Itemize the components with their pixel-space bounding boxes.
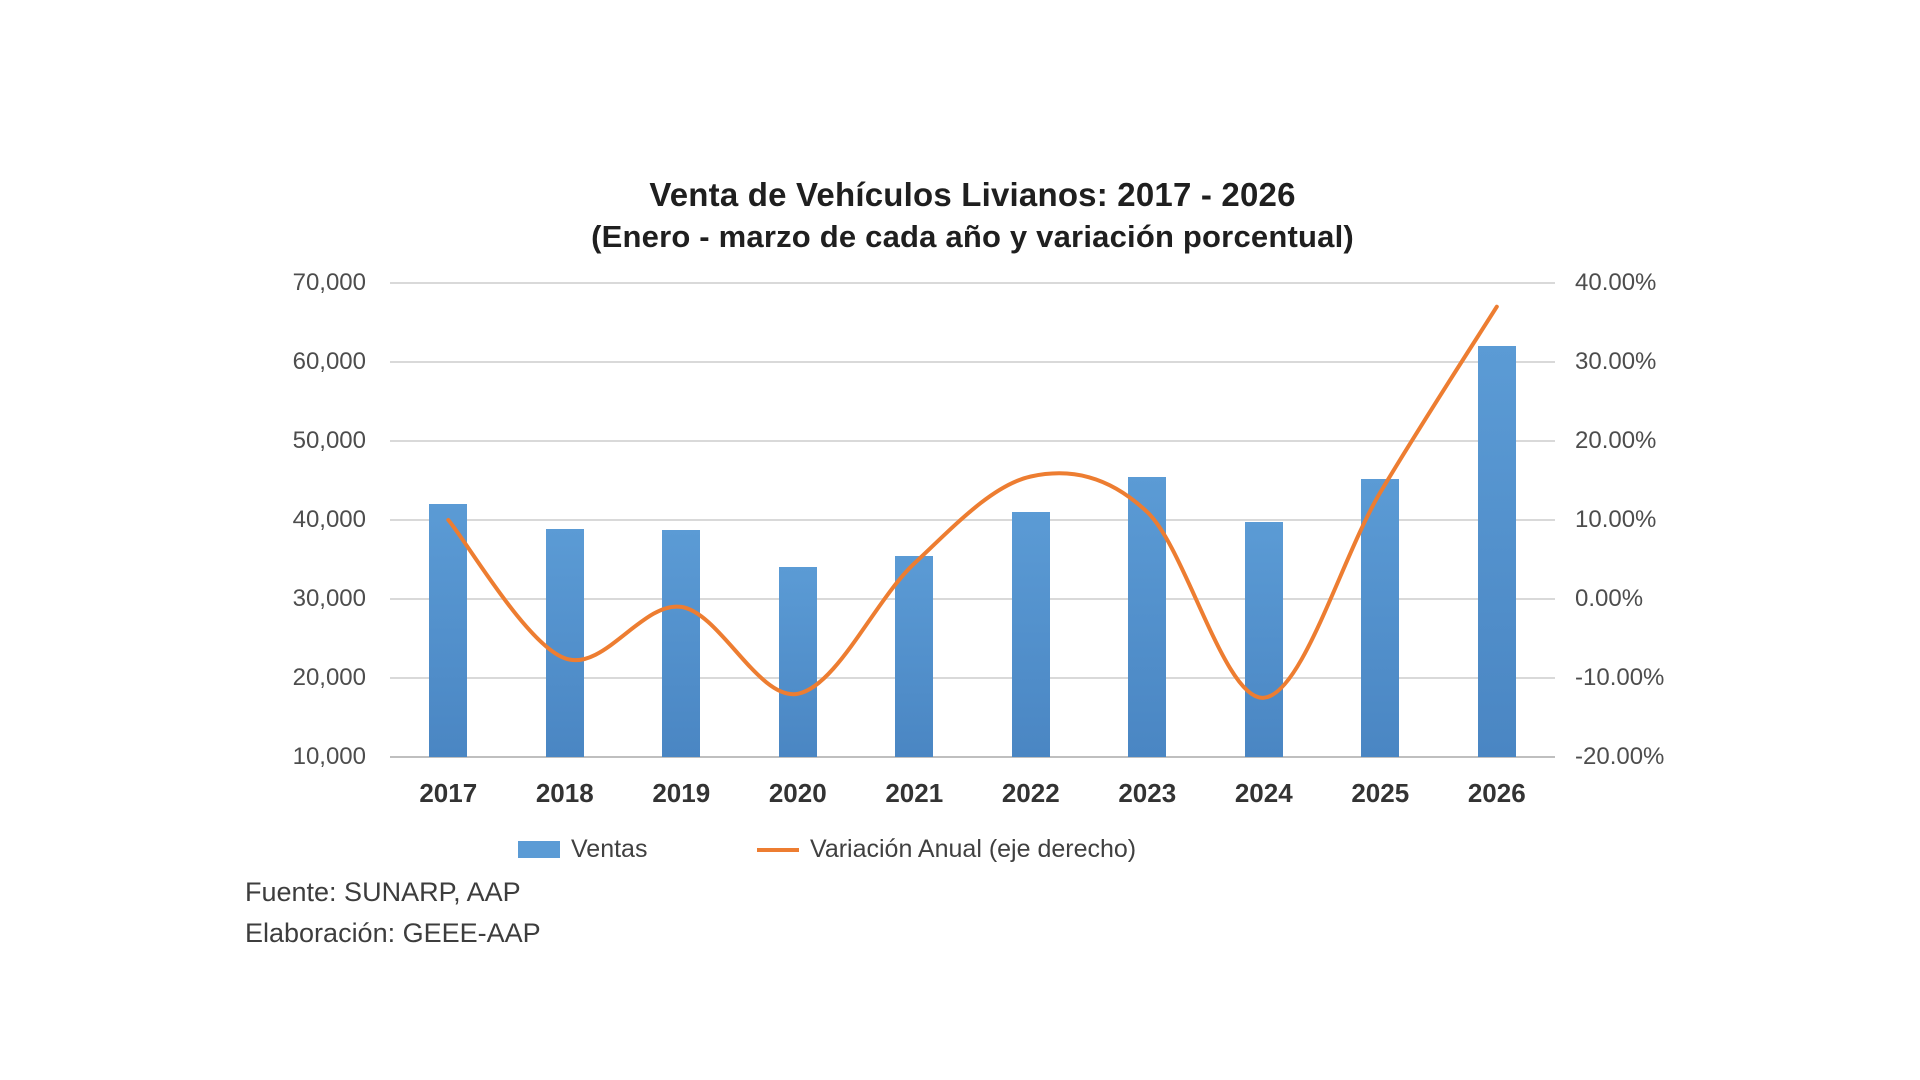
- bar-2018: [545, 528, 584, 757]
- x-axis-tick-label-2024: 2024: [1234, 778, 1293, 808]
- bar-2019: [662, 530, 701, 757]
- bar-2020: [778, 567, 817, 757]
- legend-label-variacion: Variación Anual (eje derecho): [810, 834, 1137, 863]
- elaboration-note: Elaboración: GEEE-AAP: [245, 918, 541, 948]
- y-axis-left-tick-label: 40,000: [292, 506, 366, 533]
- gridline: [390, 440, 1555, 442]
- bar-2023: [1128, 476, 1167, 757]
- y-axis-right-tick-label: 40.00%: [1575, 269, 1657, 296]
- variation-line: [446, 304, 1499, 700]
- y-axis-left-tick-label: 10,000: [292, 743, 366, 770]
- x-axis-tick-label-2018: 2018: [535, 778, 594, 808]
- bar-2021: [895, 555, 934, 757]
- variacion-line-swatch-icon: [757, 848, 799, 852]
- x-axis-tick-label-2017: 2017: [419, 778, 478, 808]
- y-axis-right-tick-label: -10.00%: [1575, 664, 1665, 691]
- x-axis-tick-label-2026: 2026: [1467, 778, 1526, 808]
- bar-2022: [1011, 512, 1050, 757]
- x-axis-tick-label-2022: 2022: [1001, 778, 1060, 808]
- gridline: [390, 361, 1555, 363]
- legend-label-ventas: Ventas: [571, 834, 648, 863]
- x-axis-tick-label-2021: 2021: [885, 778, 944, 808]
- x-axis-tick-label-2025: 2025: [1351, 778, 1410, 808]
- bar-2017: [429, 504, 468, 757]
- y-axis-right-tick-label: 30.00%: [1575, 348, 1657, 375]
- y-axis-left-tick-label: 30,000: [292, 585, 366, 612]
- x-axis-tick-label-2020: 2020: [768, 778, 827, 808]
- y-axis-right-tick-label: -20.00%: [1575, 743, 1665, 770]
- legend: Ventas Variación Anual (eje derecho): [0, 834, 1920, 866]
- ventas-swatch-icon: [518, 840, 560, 858]
- gridline: [390, 282, 1555, 284]
- chart-subtitle: (Enero - marzo de cada año y variación p…: [591, 219, 1354, 254]
- bar-2026: [1477, 346, 1516, 757]
- y-axis-left-tick-label: 70,000: [292, 269, 366, 296]
- y-axis-right-tick-label: 20.00%: [1575, 427, 1657, 454]
- y-axis-left-tick-label: 50,000: [292, 427, 366, 454]
- legend-item-ventas: Ventas: [518, 834, 648, 863]
- source-note: Fuente: SUNARP, AAP: [245, 877, 521, 907]
- legend-item-variacion: Variación Anual (eje derecho): [757, 834, 1137, 863]
- footnotes: Fuente: SUNARP, AAP Elaboración: GEEE-AA…: [245, 872, 541, 954]
- y-axis-right-tick-label: 0.00%: [1575, 585, 1644, 612]
- x-axis-tick-label-2023: 2023: [1118, 778, 1177, 808]
- x-axis-tick-label-2019: 2019: [652, 778, 711, 808]
- bar-2025: [1361, 478, 1400, 757]
- y-axis-left-tick-label: 20,000: [292, 664, 366, 691]
- x-axis-line: [390, 756, 1555, 758]
- bar-2024: [1244, 521, 1283, 757]
- y-axis-right-tick-label: 10.00%: [1575, 506, 1657, 533]
- y-axis-left-tick-label: 60,000: [292, 348, 366, 375]
- chart-title: Venta de Vehículos Livianos: 2017 - 2026: [649, 176, 1296, 213]
